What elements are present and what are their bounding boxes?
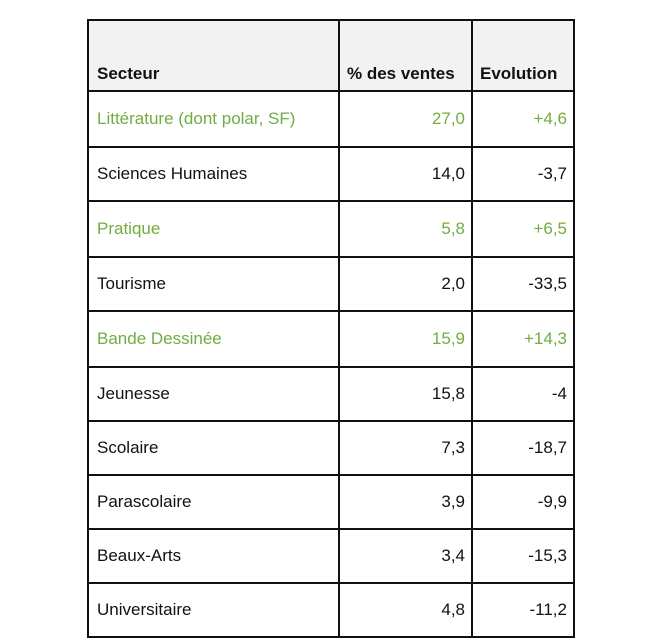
cell-percent-sales: 15,8 (338, 366, 473, 422)
header-sector: Secteur (87, 19, 340, 92)
table-row: Littérature (dont polar, SF) 27,0 +4,6 (87, 90, 575, 148)
table-row: Tourisme 2,0 -33,5 (87, 256, 575, 312)
cell-evolution: +14,3 (471, 310, 575, 368)
cell-sector: Littérature (dont polar, SF) (87, 90, 340, 148)
cell-sector: Scolaire (87, 420, 340, 476)
cell-percent-sales: 3,9 (338, 474, 473, 530)
cell-evolution: -3,7 (471, 146, 575, 202)
cell-percent-sales: 3,4 (338, 528, 473, 584)
cell-evolution: +4,6 (471, 90, 575, 148)
table-row: Sciences Humaines 14,0 -3,7 (87, 146, 575, 202)
table-body: Littérature (dont polar, SF) 27,0 +4,6 Scie… (87, 90, 575, 638)
cell-evolution: -33,5 (471, 256, 575, 312)
cell-percent-sales: 14,0 (338, 146, 473, 202)
cell-evolution: +6,5 (471, 200, 575, 258)
cell-percent-sales: 15,9 (338, 310, 473, 368)
table-row: Scolaire 7,3 -18,7 (87, 420, 575, 476)
sales-by-sector-table: Secteur % des ventes Evolution Littératu… (87, 19, 575, 638)
table-row: Parascolaire 3,9 -9,9 (87, 474, 575, 530)
table-row: Jeunesse 15,8 -4 (87, 366, 575, 422)
table-row: Bande Dessinée 15,9 +14,3 (87, 310, 575, 368)
cell-sector: Beaux-Arts (87, 528, 340, 584)
table-row: Universitaire 4,8 -11,2 (87, 582, 575, 638)
table-row: Beaux-Arts 3,4 -15,3 (87, 528, 575, 584)
header-percent-sales: % des ventes (338, 19, 473, 92)
cell-sector: Pratique (87, 200, 340, 258)
cell-evolution: -15,3 (471, 528, 575, 584)
cell-sector: Bande Dessinée (87, 310, 340, 368)
cell-sector: Universitaire (87, 582, 340, 638)
cell-percent-sales: 5,8 (338, 200, 473, 258)
cell-evolution: -9,9 (471, 474, 575, 530)
cell-percent-sales: 2,0 (338, 256, 473, 312)
table-row: Pratique 5,8 +6,5 (87, 200, 575, 258)
cell-sector: Tourisme (87, 256, 340, 312)
cell-sector: Parascolaire (87, 474, 340, 530)
header-evolution: Evolution (471, 19, 575, 92)
cell-percent-sales: 7,3 (338, 420, 473, 476)
cell-evolution: -11,2 (471, 582, 575, 638)
cell-evolution: -18,7 (471, 420, 575, 476)
cell-percent-sales: 4,8 (338, 582, 473, 638)
cell-percent-sales: 27,0 (338, 90, 473, 148)
header-row: Secteur % des ventes Evolution (87, 19, 575, 92)
cell-sector: Jeunesse (87, 366, 340, 422)
cell-evolution: -4 (471, 366, 575, 422)
cell-sector: Sciences Humaines (87, 146, 340, 202)
